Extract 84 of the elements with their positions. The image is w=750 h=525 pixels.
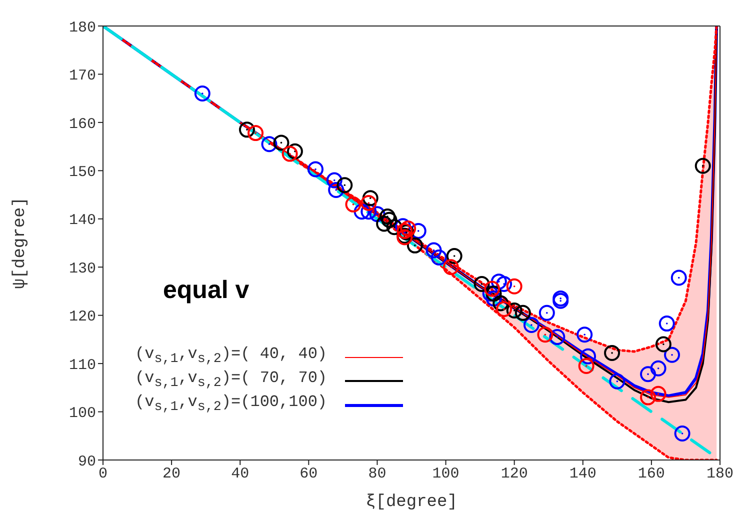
point xyxy=(345,196,362,212)
point xyxy=(326,172,342,188)
point xyxy=(514,304,531,321)
point xyxy=(664,346,680,363)
x-tick-label: 140 xyxy=(569,466,596,483)
legend-label: (v$_{s,1}$,v$_{s,2}$)=( 70, 70) xyxy=(135,369,328,394)
point xyxy=(496,276,512,292)
y-tick-label: 130 xyxy=(68,260,96,278)
point xyxy=(549,329,566,346)
point xyxy=(578,358,594,374)
point xyxy=(580,348,596,364)
point xyxy=(248,125,264,142)
point xyxy=(394,218,411,234)
point xyxy=(286,143,303,160)
point xyxy=(694,158,711,174)
point xyxy=(674,425,690,442)
point xyxy=(426,242,442,258)
x-tick-label: 80 xyxy=(368,466,386,483)
point xyxy=(658,316,675,332)
point xyxy=(486,290,502,306)
point xyxy=(354,204,370,220)
x-tick-label: 180 xyxy=(706,466,734,483)
x-axis-title: ξ[degree] xyxy=(366,493,458,512)
point xyxy=(261,136,278,152)
point xyxy=(655,336,672,352)
point xyxy=(640,389,656,406)
y-tick-label: 120 xyxy=(68,308,96,326)
point xyxy=(650,360,666,376)
y-tick-label: 140 xyxy=(68,212,96,230)
point xyxy=(492,295,509,312)
point xyxy=(360,194,377,211)
point xyxy=(537,326,554,343)
x-tick-label: 60 xyxy=(300,466,318,483)
point xyxy=(670,270,687,286)
point xyxy=(538,304,555,321)
point xyxy=(376,216,392,232)
point xyxy=(380,208,396,224)
y-tick-label: 100 xyxy=(68,405,96,422)
point xyxy=(308,161,324,178)
y-tick-label: 180 xyxy=(68,19,96,36)
point xyxy=(496,301,512,318)
point xyxy=(360,204,377,220)
point xyxy=(442,259,459,276)
point xyxy=(576,326,593,343)
point xyxy=(506,278,522,294)
point xyxy=(484,280,500,297)
point xyxy=(446,248,462,264)
point xyxy=(430,249,447,266)
x-tick-label: 40 xyxy=(231,466,250,483)
point xyxy=(328,182,344,198)
point xyxy=(523,316,540,333)
point xyxy=(406,237,423,254)
y-tick-label: 150 xyxy=(68,164,96,181)
x-tick-label: 120 xyxy=(500,466,528,483)
y-axis-title: ψ[degree] xyxy=(11,197,30,289)
point xyxy=(273,134,290,151)
x-tick-label: 20 xyxy=(162,466,181,483)
point xyxy=(490,274,507,290)
legend-label: (v$_{s,1}$,v$_{s,2}$)=( 40, 40) xyxy=(135,345,328,370)
point xyxy=(336,177,353,194)
point xyxy=(604,344,620,361)
point xyxy=(369,206,386,222)
point xyxy=(282,146,298,162)
point xyxy=(474,276,490,292)
point xyxy=(486,286,502,302)
annotation: equal v xyxy=(163,276,250,305)
point xyxy=(381,212,398,228)
point xyxy=(238,122,255,138)
point xyxy=(194,86,210,102)
point xyxy=(362,190,378,206)
x-tick-label: 100 xyxy=(432,466,460,483)
point xyxy=(650,386,666,402)
x-tick-label: 0 xyxy=(98,466,108,483)
y-tick-label: 160 xyxy=(68,116,96,133)
legend-label: (v$_{s,1}$,v$_{s,2}$)=(100,100) xyxy=(135,393,328,418)
y-tick-label: 110 xyxy=(68,356,96,374)
y-tick-label: 90 xyxy=(78,453,96,470)
y-tick-label: 170 xyxy=(68,68,96,85)
point xyxy=(400,220,416,237)
x-tick-label: 160 xyxy=(638,466,665,483)
point xyxy=(410,222,426,239)
point xyxy=(609,373,626,390)
point xyxy=(640,366,656,382)
point xyxy=(506,302,522,319)
